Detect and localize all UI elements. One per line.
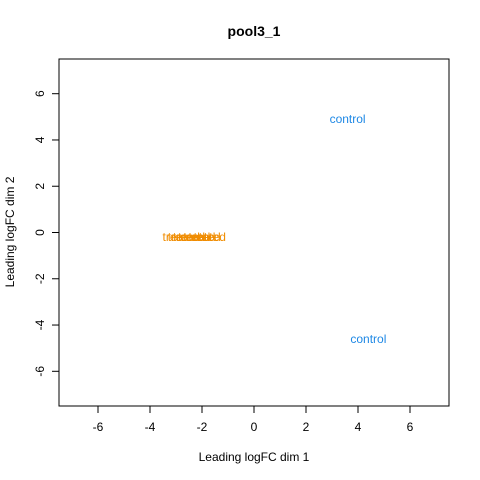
x-tick-label: 4	[355, 420, 362, 434]
y-tick-label: -6	[33, 366, 47, 377]
y-tick-label: -4	[33, 319, 47, 330]
point-label-control: control	[330, 112, 366, 126]
y-tick-label: 4	[33, 136, 47, 143]
x-tick-label: -6	[93, 420, 104, 434]
plot-frame	[58, 58, 450, 407]
point-label-treated: treated	[168, 230, 205, 244]
y-tick-label: -2	[33, 273, 47, 284]
point-label-treated: treated	[189, 230, 226, 244]
y-tick-label: 2	[33, 183, 47, 190]
point-label-control: control	[350, 332, 386, 346]
point-label-treated: treated	[163, 230, 200, 244]
point-label-treated: treated	[178, 230, 215, 244]
point-label-treated: treated	[183, 230, 220, 244]
x-tick-label: 0	[251, 420, 258, 434]
x-tick-label: -2	[197, 420, 208, 434]
y-axis: -6 -4 -2 0 2 4 6	[33, 90, 59, 377]
x-tick-label: -4	[145, 420, 156, 434]
x-axis: -6 -4 -2 0 2 4 6	[93, 406, 414, 434]
x-axis-label: Leading logFC dim 1	[199, 450, 310, 464]
plot-points: control control treatedtreatedtreatedtreat…	[163, 112, 387, 346]
x-tick-label: 6	[407, 420, 414, 434]
y-tick-label: 6	[33, 90, 47, 97]
x-tick-label: 2	[303, 420, 310, 434]
y-tick-label: 0	[33, 229, 47, 236]
point-label-treated: treated	[173, 230, 210, 244]
y-axis-label: Leading logFC dim 2	[3, 176, 17, 287]
chart-title: pool3_1	[228, 23, 281, 39]
